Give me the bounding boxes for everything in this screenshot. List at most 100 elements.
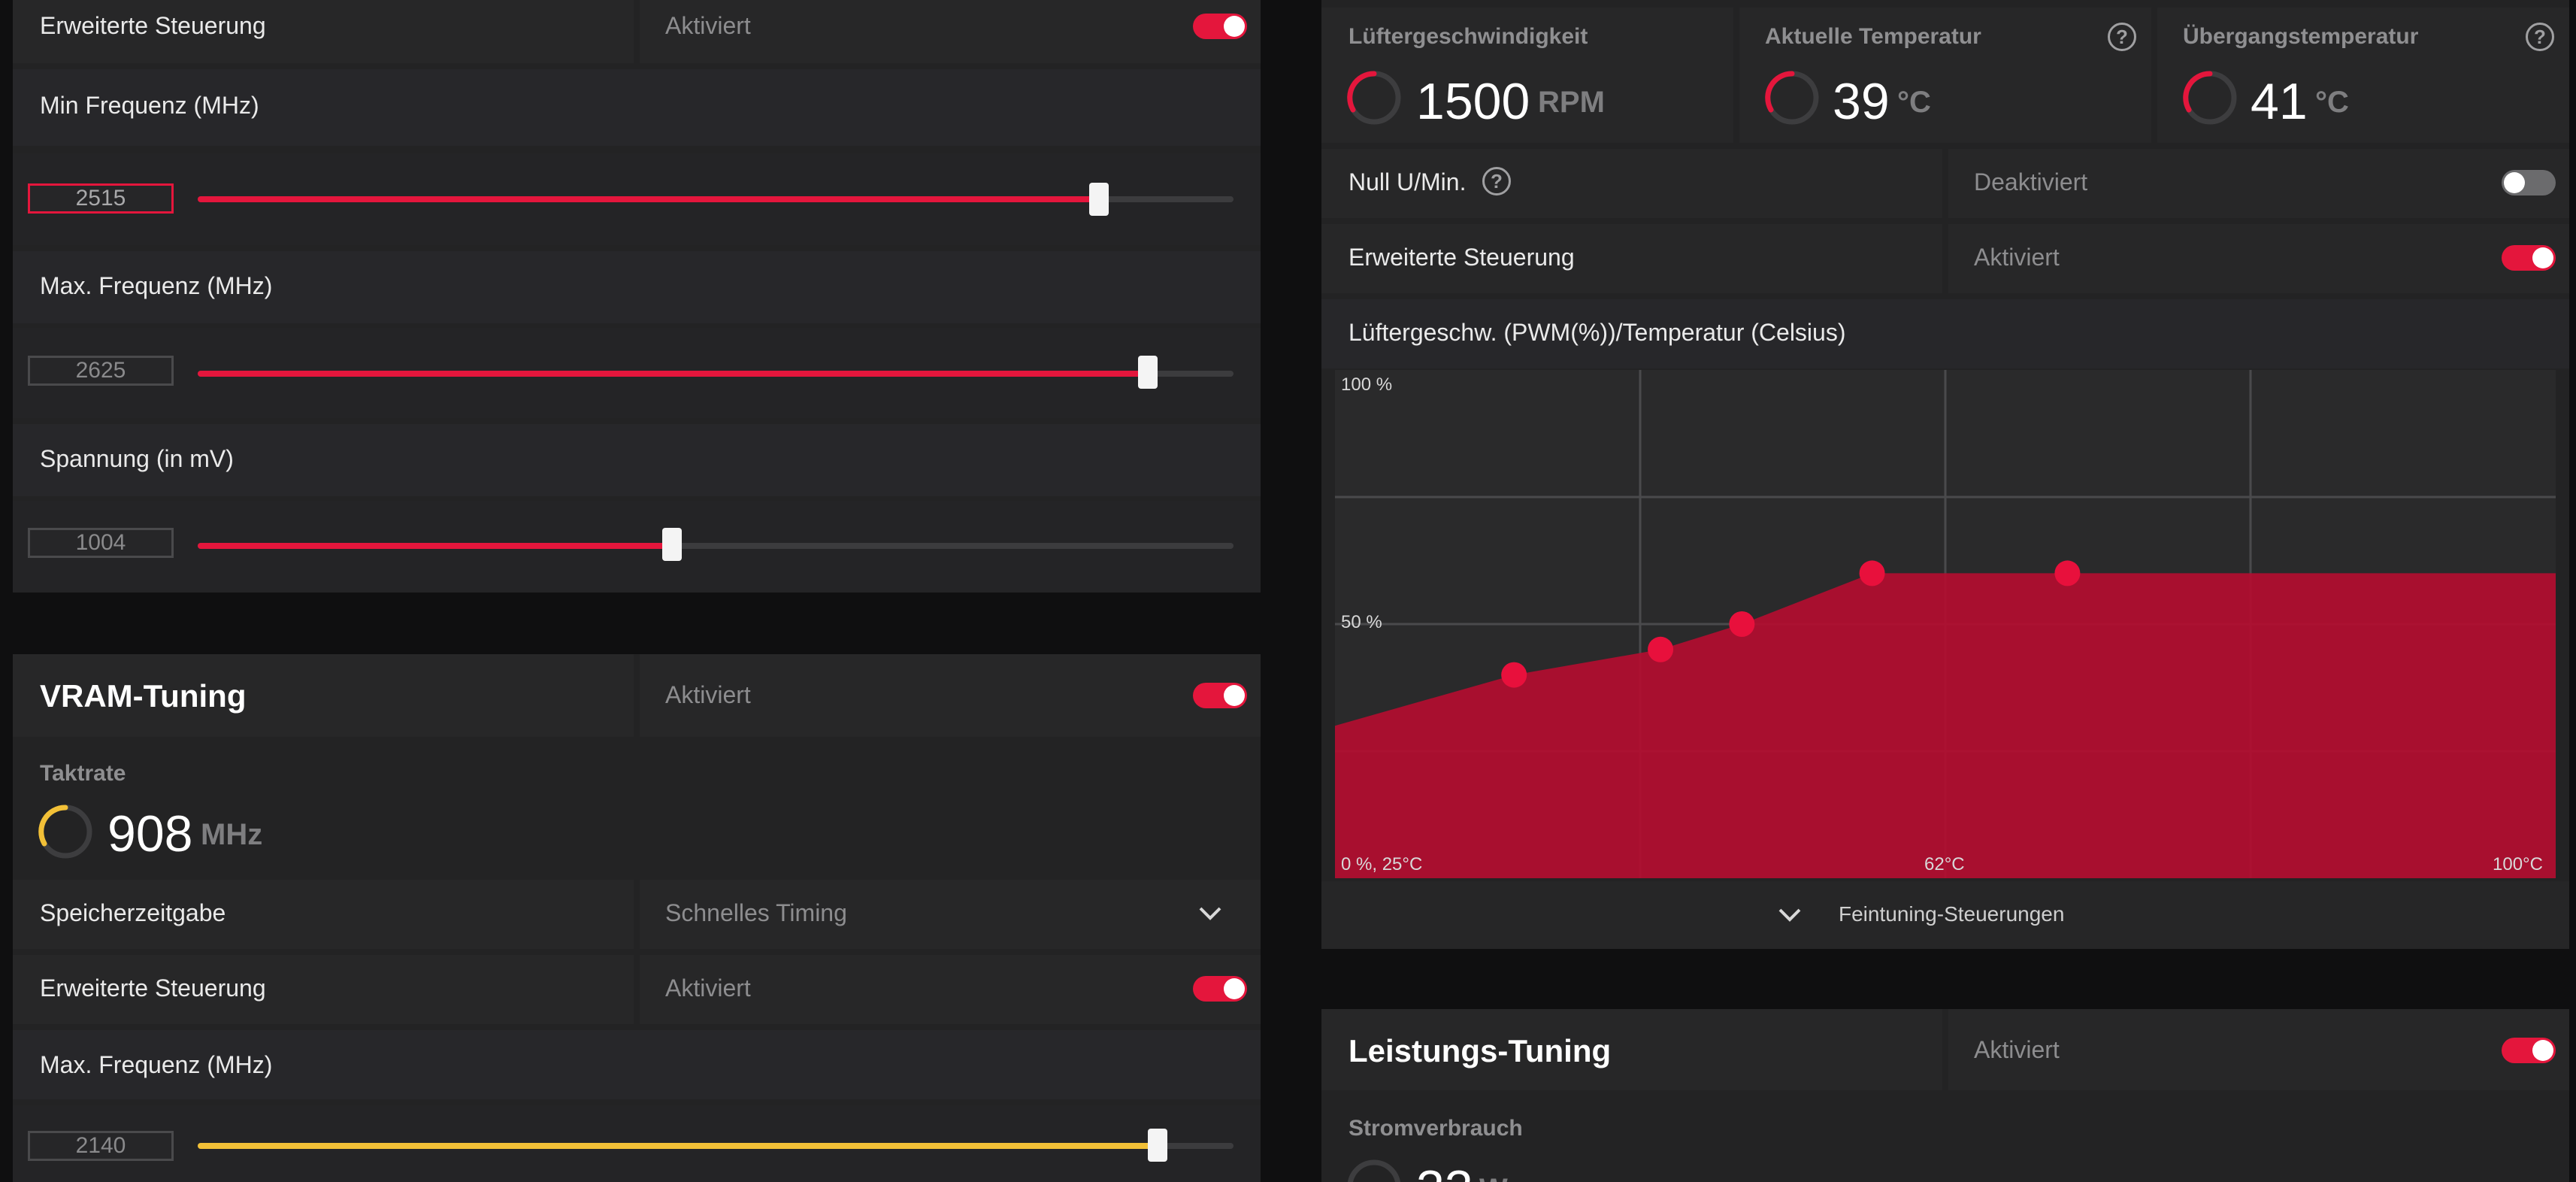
vram-max-freq-label: Max. Frequenz (MHz)	[40, 1051, 273, 1078]
fan-curve-point[interactable]	[1729, 611, 1755, 637]
gpu-tuning-panel: Erweiterte Steuerung Aktiviert Min Frequ…	[13, 0, 1261, 593]
power-title-cell: Leistungs-Tuning	[1321, 1009, 1942, 1090]
vram-advanced-control-label: Erweiterte Steuerung	[40, 974, 266, 1002]
current-temp-unit: °C	[1897, 86, 1931, 119]
gpu-advanced-control-label-cell: Erweiterte Steuerung	[13, 0, 634, 63]
current-temp-help-icon[interactable]: ?	[2108, 23, 2136, 51]
min-freq-slider-thumb[interactable]	[1088, 183, 1109, 216]
min-freq-slider-fill	[198, 196, 1099, 202]
voltage-slider-thumb[interactable]	[662, 528, 683, 561]
min-freq-label-row: Min Frequenz (MHz)	[13, 69, 1261, 146]
chart-y-mid-label: 50 %	[1341, 612, 1382, 632]
min-freq-slider-row: 2515	[13, 153, 1261, 245]
fan-tuning-panel: Lüftergeschwindigkeit 1500 RPM Aktuelle …	[1321, 0, 2569, 949]
power-consumption-unit: W	[1479, 1173, 1508, 1182]
power-consumption-label: Stromverbrauch	[1349, 1116, 1523, 1141]
fan-curve-title: Lüftergeschw. (PWM(%))/Temperatur (Celsi…	[1349, 319, 1846, 346]
fan-curve-points	[1501, 560, 2081, 688]
vram-max-freq-slider-track[interactable]	[198, 1143, 1234, 1149]
chevron-down-icon	[1199, 907, 1221, 920]
chevron-down-icon	[1778, 908, 1801, 922]
fan-curve-chart[interactable]	[1335, 370, 2556, 878]
power-state: Aktiviert	[1974, 1036, 2060, 1063]
power-tuning-panel: Leistungs-Tuning Aktiviert Stromverbrauc…	[1321, 1009, 2569, 1182]
vram-state-cell: Aktiviert	[640, 654, 1261, 737]
vram-title: VRAM-Tuning	[40, 678, 247, 714]
fan-curve-point[interactable]	[1648, 636, 1674, 662]
gpu-advanced-control-label: Erweiterte Steuerung	[40, 12, 266, 39]
zero-rpm-value-cell: Deaktiviert	[1948, 149, 2569, 218]
fan-advanced-control-value-cell: Aktiviert	[1948, 224, 2569, 293]
fan-advanced-control-toggle[interactable]	[2502, 245, 2556, 271]
vram-max-freq-slider-thumb[interactable]	[1148, 1129, 1168, 1162]
junction-temp-help-icon[interactable]: ?	[2526, 23, 2554, 51]
vram-advanced-control-label-cell: Erweiterte Steuerung	[13, 955, 634, 1024]
max-freq-slider-row: 2625	[13, 328, 1261, 418]
min-freq-slider-track[interactable]	[198, 196, 1234, 202]
max-freq-label: Max. Frequenz (MHz)	[40, 272, 273, 299]
current-temp-value: 39	[1833, 73, 1890, 130]
vram-state: Aktiviert	[665, 681, 751, 708]
power-tuning-toggle[interactable]	[2502, 1038, 2556, 1063]
voltage-label-row: Spannung (in mV)	[13, 424, 1261, 496]
current-temp-card: Aktuelle Temperatur ? 39 °C	[1739, 8, 2151, 143]
vram-title-cell: VRAM-Tuning	[13, 654, 634, 737]
fan-speed-card: Lüftergeschwindigkeit 1500 RPM	[1321, 8, 1733, 143]
zero-rpm-help-icon[interactable]: ?	[1482, 167, 1511, 195]
power-title: Leistungs-Tuning	[1349, 1033, 1612, 1068]
min-freq-value-input[interactable]: 2515	[28, 183, 174, 214]
vram-clock-gauge-icon	[38, 805, 92, 859]
fan-speed-gauge-icon	[1347, 71, 1401, 125]
fine-tuning-label: Feintuning-Steuerungen	[1839, 902, 2065, 926]
max-freq-slider-thumb[interactable]	[1137, 356, 1158, 389]
zero-rpm-label-cell: Null U/Min. ?	[1321, 149, 1942, 218]
vram-timing-label: Speicherzeitgabe	[40, 899, 226, 926]
vram-clock-label: Taktrate	[40, 761, 126, 786]
fan-curve-point[interactable]	[1501, 662, 1527, 688]
fan-speed-value: 1500	[1416, 73, 1530, 130]
junction-temp-card: Übergangstemperatur ? 41 °C	[2157, 8, 2569, 143]
junction-temp-value: 41	[2251, 73, 2308, 130]
vram-max-freq-label-row: Max. Frequenz (MHz)	[13, 1030, 1261, 1099]
voltage-value-input[interactable]: 1004	[28, 528, 174, 558]
zero-rpm-toggle[interactable]	[2502, 170, 2556, 195]
chart-x-mid-label: 62°C	[1924, 854, 1965, 874]
vram-max-freq-slider-row: 2140	[13, 1105, 1261, 1182]
vram-timing-label-cell: Speicherzeitgabe	[13, 880, 634, 949]
junction-temp-gauge-icon	[2183, 71, 2237, 125]
fan-advanced-control-label: Erweiterte Steuerung	[1349, 244, 1575, 271]
chart-y-top-label: 100 %	[1341, 374, 1393, 395]
fan-curve-point[interactable]	[2054, 560, 2081, 586]
voltage-label: Spannung (in mV)	[40, 445, 234, 472]
max-freq-slider-track[interactable]	[198, 371, 1234, 377]
vram-clock-row	[13, 743, 1261, 782]
vram-timing-dropdown[interactable]: Schnelles Timing	[640, 880, 1261, 949]
fine-tuning-toggle-row[interactable]: Feintuning-Steuerungen	[1321, 881, 2569, 949]
vram-max-freq-slider-fill	[198, 1143, 1158, 1149]
max-freq-value-input[interactable]: 2625	[28, 356, 174, 386]
zero-rpm-label: Null U/Min.	[1349, 168, 1467, 195]
power-consumption-value: 33	[1416, 1159, 1473, 1182]
fan-speed-unit: RPM	[1538, 86, 1605, 119]
fan-curve-title-row: Lüftergeschw. (PWM(%))/Temperatur (Celsi…	[1321, 299, 2569, 368]
fan-speed-label: Lüftergeschwindigkeit	[1349, 24, 1588, 49]
vram-clock-unit: MHz	[201, 818, 263, 851]
zero-rpm-state: Deaktiviert	[1974, 168, 2088, 195]
power-consumption-gauge-icon	[1348, 1159, 1400, 1182]
gpu-advanced-control-toggle[interactable]	[1193, 14, 1247, 39]
max-freq-slider-fill	[198, 371, 1148, 377]
current-temp-label: Aktuelle Temperatur	[1765, 24, 1981, 49]
voltage-slider-fill	[198, 543, 673, 549]
gpu-advanced-control-value-cell: Aktiviert	[640, 0, 1261, 63]
fan-curve-area	[1335, 573, 2556, 878]
vram-advanced-control-value-cell: Aktiviert	[640, 955, 1261, 1024]
fan-advanced-control-label-cell: Erweiterte Steuerung	[1321, 224, 1942, 293]
vram-tuning-toggle[interactable]	[1193, 683, 1247, 708]
fan-curve-point[interactable]	[1859, 560, 1885, 586]
voltage-slider-track[interactable]	[198, 543, 1234, 549]
power-state-cell: Aktiviert	[1948, 1009, 2569, 1090]
fan-advanced-control-state: Aktiviert	[1974, 244, 2060, 271]
vram-advanced-control-toggle[interactable]	[1193, 976, 1247, 1002]
chart-x-min-label: 0 %, 25°C	[1341, 854, 1423, 874]
vram-max-freq-value-input[interactable]: 2140	[28, 1131, 174, 1161]
